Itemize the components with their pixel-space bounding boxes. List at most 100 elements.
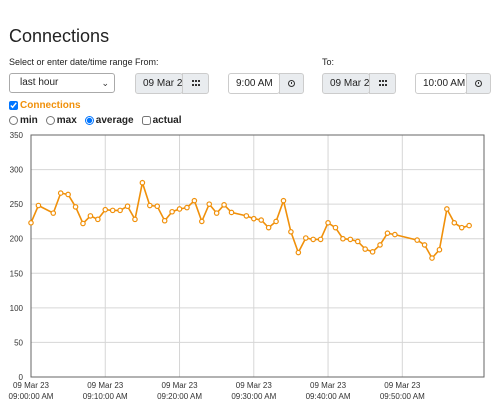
connections-point [206, 201, 213, 207]
stat-option-min[interactable]: min [9, 115, 38, 126]
stat-radio-max[interactable] [45, 116, 55, 125]
connections-point [258, 217, 265, 223]
connections-point [184, 204, 190, 211]
connections-point [444, 206, 450, 212]
stat-option-average[interactable]: average [84, 115, 134, 126]
connections-point [302, 235, 309, 241]
connections-point [57, 190, 64, 196]
chevron-down-icon: ⌄ [101, 78, 109, 88]
stat-label-average: average [95, 115, 134, 126]
connections-point [50, 210, 57, 216]
y-tick-label: 300 [10, 166, 24, 175]
stat-option-actual[interactable]: actual [141, 115, 182, 126]
connections-point [265, 224, 272, 231]
connections-point [139, 179, 146, 186]
connections-point [384, 230, 391, 236]
x-tick-time-label: 09:00:00 AM [9, 392, 54, 401]
stat-options: min max average actual [9, 115, 190, 126]
y-tick-label: 0 [19, 373, 24, 382]
y-tick-label: 200 [10, 235, 24, 244]
connections-point [429, 255, 435, 261]
connections-point [213, 210, 220, 216]
page-title: Connections [9, 26, 110, 46]
x-tick-date-label: 09 Mar 23 [236, 381, 273, 390]
stat-label-max: max [56, 115, 77, 126]
connections-point [161, 217, 168, 224]
connections-point [250, 215, 257, 222]
from-clock-button[interactable] [279, 73, 304, 94]
connections-point [458, 224, 465, 231]
connections-point [95, 216, 101, 223]
y-tick-label: 250 [10, 200, 24, 209]
connections-point [347, 236, 354, 243]
connections-point [377, 242, 383, 248]
connections-point [169, 208, 175, 215]
connections-point [273, 218, 279, 225]
connections-point [87, 213, 94, 219]
connections-point [28, 220, 34, 226]
connections-point [176, 206, 183, 212]
stat-checkbox-actual[interactable] [141, 116, 151, 125]
from-calendar-button[interactable] [182, 73, 209, 94]
x-tick-date-label: 09 Mar 23 [13, 381, 50, 390]
connections-point [340, 235, 346, 242]
connections-point [451, 220, 458, 226]
x-tick-time-label: 09:50:00 AM [380, 392, 425, 401]
x-tick-date-label: 09 Mar 23 [87, 381, 124, 390]
x-tick-date-label: 09 Mar 23 [384, 381, 421, 390]
to-clock-button[interactable] [466, 73, 491, 94]
to-label: To: [322, 57, 335, 67]
x-tick-time-label: 09:20:00 AM [157, 392, 202, 401]
stat-radio-min[interactable] [9, 116, 18, 125]
connections-point [65, 191, 71, 198]
clock-icon [288, 80, 295, 87]
range-select[interactable]: last hour ⌄ [9, 73, 115, 93]
to-calendar-button[interactable] [369, 73, 396, 94]
connections-point [132, 216, 138, 223]
chart-series [28, 179, 472, 261]
x-tick-date-label: 09 Mar 23 [162, 381, 199, 390]
connections-point [288, 229, 294, 235]
connections-point [421, 242, 428, 248]
connections-point [414, 237, 420, 243]
y-tick-label: 150 [10, 269, 24, 278]
connections-point [362, 246, 368, 252]
x-tick-time-label: 09:40:00 AM [306, 392, 351, 401]
stat-option-max[interactable]: max [45, 115, 77, 126]
connections-point [102, 206, 109, 213]
x-tick-time-label: 09:10:00 AM [83, 392, 128, 401]
connections-point [124, 203, 131, 210]
connections-point [317, 236, 324, 243]
calendar-icon [191, 80, 200, 87]
stat-radio-average[interactable] [84, 116, 94, 125]
connections-point [221, 202, 227, 208]
y-tick-label: 50 [14, 338, 23, 347]
connections-point [191, 197, 198, 204]
connections-point [295, 249, 302, 256]
stat-label-min: min [20, 115, 38, 126]
connections-point [147, 202, 153, 209]
connections-point [199, 218, 205, 225]
connections-point [80, 220, 86, 227]
connections-point [109, 207, 116, 214]
x-tick-time-label: 09:30:00 AM [231, 392, 276, 401]
clock-icon [475, 80, 482, 87]
connections-point [72, 204, 79, 210]
plot-frame [30, 134, 485, 378]
connections-point [392, 231, 398, 238]
connections-checkbox[interactable] [9, 101, 18, 110]
connections-label: Connections [20, 100, 81, 111]
connections-point [354, 238, 361, 245]
from-label: From: [135, 57, 159, 67]
connections-point [369, 249, 376, 255]
connections-toggle[interactable]: Connections [9, 100, 81, 111]
connections-point [332, 224, 339, 231]
connections-point [466, 222, 472, 229]
connections-point [436, 246, 443, 253]
connections-point [325, 220, 331, 226]
connections-point [280, 197, 287, 204]
chart-grid [30, 134, 484, 378]
stat-label-actual: actual [152, 115, 182, 126]
chart-tick-labels: 0 50 100 150 200 250 300 350 09 Mar 23 09:00:00 A… [9, 131, 426, 401]
